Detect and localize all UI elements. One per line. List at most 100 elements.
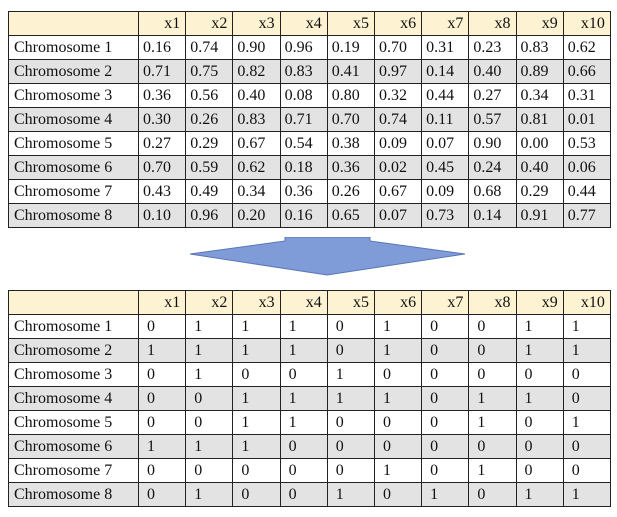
table-cell: 0: [421, 458, 470, 483]
table-cell: 0: [562, 458, 611, 483]
table-cell: 1: [279, 314, 328, 339]
table-cell: 0: [326, 458, 375, 483]
table-cell: 0: [185, 458, 234, 483]
table-cell: 0.07: [373, 203, 423, 228]
header-row: x1 x2 x3 x4 x5 x6 x7 x8 x9 x10: [8, 11, 611, 36]
table-cell: 0: [232, 482, 281, 507]
table-cell: 0: [468, 434, 517, 459]
row-label: Chromosome 5: [8, 131, 139, 156]
table-cell: 1: [515, 482, 564, 507]
table-cell: 1: [137, 434, 187, 459]
table-cell: 1: [232, 410, 281, 435]
table-cell: 0.30: [137, 107, 187, 132]
column-header: x3: [232, 290, 281, 315]
table-cell: 1: [515, 338, 564, 363]
table-cell: 0.74: [373, 107, 423, 132]
down-arrow-icon: [190, 237, 465, 276]
table-cell: 0.45: [421, 155, 470, 180]
table-cell: 0.70: [326, 107, 375, 132]
column-header: x4: [279, 11, 328, 36]
table-cell: 0.29: [515, 179, 564, 204]
table-cell: 0: [515, 410, 564, 435]
column-header: x5: [326, 11, 375, 36]
table-cell: 0.16: [279, 203, 328, 228]
table-cell: 0: [421, 410, 470, 435]
table-cell: 0: [137, 314, 187, 339]
table-cell: 0.40: [232, 83, 281, 108]
table-cell: 1: [515, 314, 564, 339]
table-cell: 0.01: [562, 107, 611, 132]
table-cell: 0: [373, 410, 423, 435]
table-cell: 0: [515, 434, 564, 459]
table-cell: 0: [468, 362, 517, 387]
table-cell: 0.23: [468, 35, 517, 60]
table-cell: 1: [515, 386, 564, 411]
table-cell: 0: [326, 410, 375, 435]
table-cell: 0: [185, 386, 234, 411]
table-cell: 0: [515, 458, 564, 483]
column-header: x6: [373, 290, 423, 315]
table-cell: 0: [515, 362, 564, 387]
row-label: Chromosome 4: [8, 107, 139, 132]
column-header: x7: [421, 11, 470, 36]
table-cell: 0.90: [232, 35, 281, 60]
table-cell: 0.32: [373, 83, 423, 108]
table-cell: 0.91: [515, 203, 564, 228]
continuous-table: x1 x2 x3 x4 x5 x6 x7 x8 x9 x10 Chromosom…: [8, 11, 611, 228]
table-cell: 0: [279, 362, 328, 387]
column-header: x7: [421, 290, 470, 315]
column-header: x9: [515, 290, 564, 315]
table-cell: 0: [421, 314, 470, 339]
table-cell: 0.57: [468, 107, 517, 132]
table-row: Chromosome 3 0.36 0.56 0.40 0.08 0.80 0.32 0.44…: [8, 83, 611, 108]
row-label: Chromosome 5: [8, 410, 139, 435]
table-cell: 0.36: [279, 179, 328, 204]
column-header: x6: [373, 11, 423, 36]
table-cell: 0.54: [279, 131, 328, 156]
table-row: Chromosome 8 0.10 0.96 0.20 0.16 0.65 0.07 0.73…: [8, 203, 611, 228]
table-cell: 0.16: [137, 35, 187, 60]
table-cell: 0.29: [185, 131, 234, 156]
table-cell: 0: [421, 386, 470, 411]
table-cell: 0.36: [326, 155, 375, 180]
table-cell: 0.38: [326, 131, 375, 156]
table-cell: 0: [562, 386, 611, 411]
table-row: Chromosome 4 0.30 0.26 0.83 0.71 0.70 0.74 0.11…: [8, 107, 611, 132]
row-label: Chromosome 3: [8, 362, 139, 387]
table-cell: 0.71: [279, 107, 328, 132]
table-cell: 0.96: [279, 35, 328, 60]
binary-table: x1 x2 x3 x4 x5 x6 x7 x8 x9 x10 Chromosom…: [8, 290, 611, 507]
table-cell: 0.83: [515, 35, 564, 60]
table-cell: 0: [279, 458, 328, 483]
table-cell: 1: [562, 410, 611, 435]
table-cell: 0: [185, 410, 234, 435]
table-cell: 1: [137, 338, 187, 363]
table-cell: 0.49: [185, 179, 234, 204]
table-cell: 0: [279, 482, 328, 507]
row-label: Chromosome 8: [8, 482, 139, 507]
table-cell: 1: [185, 338, 234, 363]
row-label: Chromosome 4: [8, 386, 139, 411]
table-cell: 1: [468, 386, 517, 411]
table-cell: 0.31: [421, 35, 470, 60]
column-header: x8: [468, 290, 517, 315]
table-cell: 0.70: [373, 35, 423, 60]
table-cell: 1: [468, 410, 517, 435]
table-cell: 1: [185, 362, 234, 387]
table-cell: 0: [421, 434, 470, 459]
table-cell: 1: [232, 386, 281, 411]
table-cell: 0: [137, 410, 187, 435]
table-cell: 0: [326, 314, 375, 339]
table-cell: 0: [232, 458, 281, 483]
column-header: x5: [326, 290, 375, 315]
table-cell: 1: [185, 314, 234, 339]
table-cell: 0: [137, 386, 187, 411]
table-cell: 0.08: [279, 83, 328, 108]
table-cell: 0: [326, 434, 375, 459]
table-cell: 0.77: [562, 203, 611, 228]
table-row: Chromosome 1 0.16 0.74 0.90 0.96 0.19 0.70 0.31…: [8, 35, 611, 60]
